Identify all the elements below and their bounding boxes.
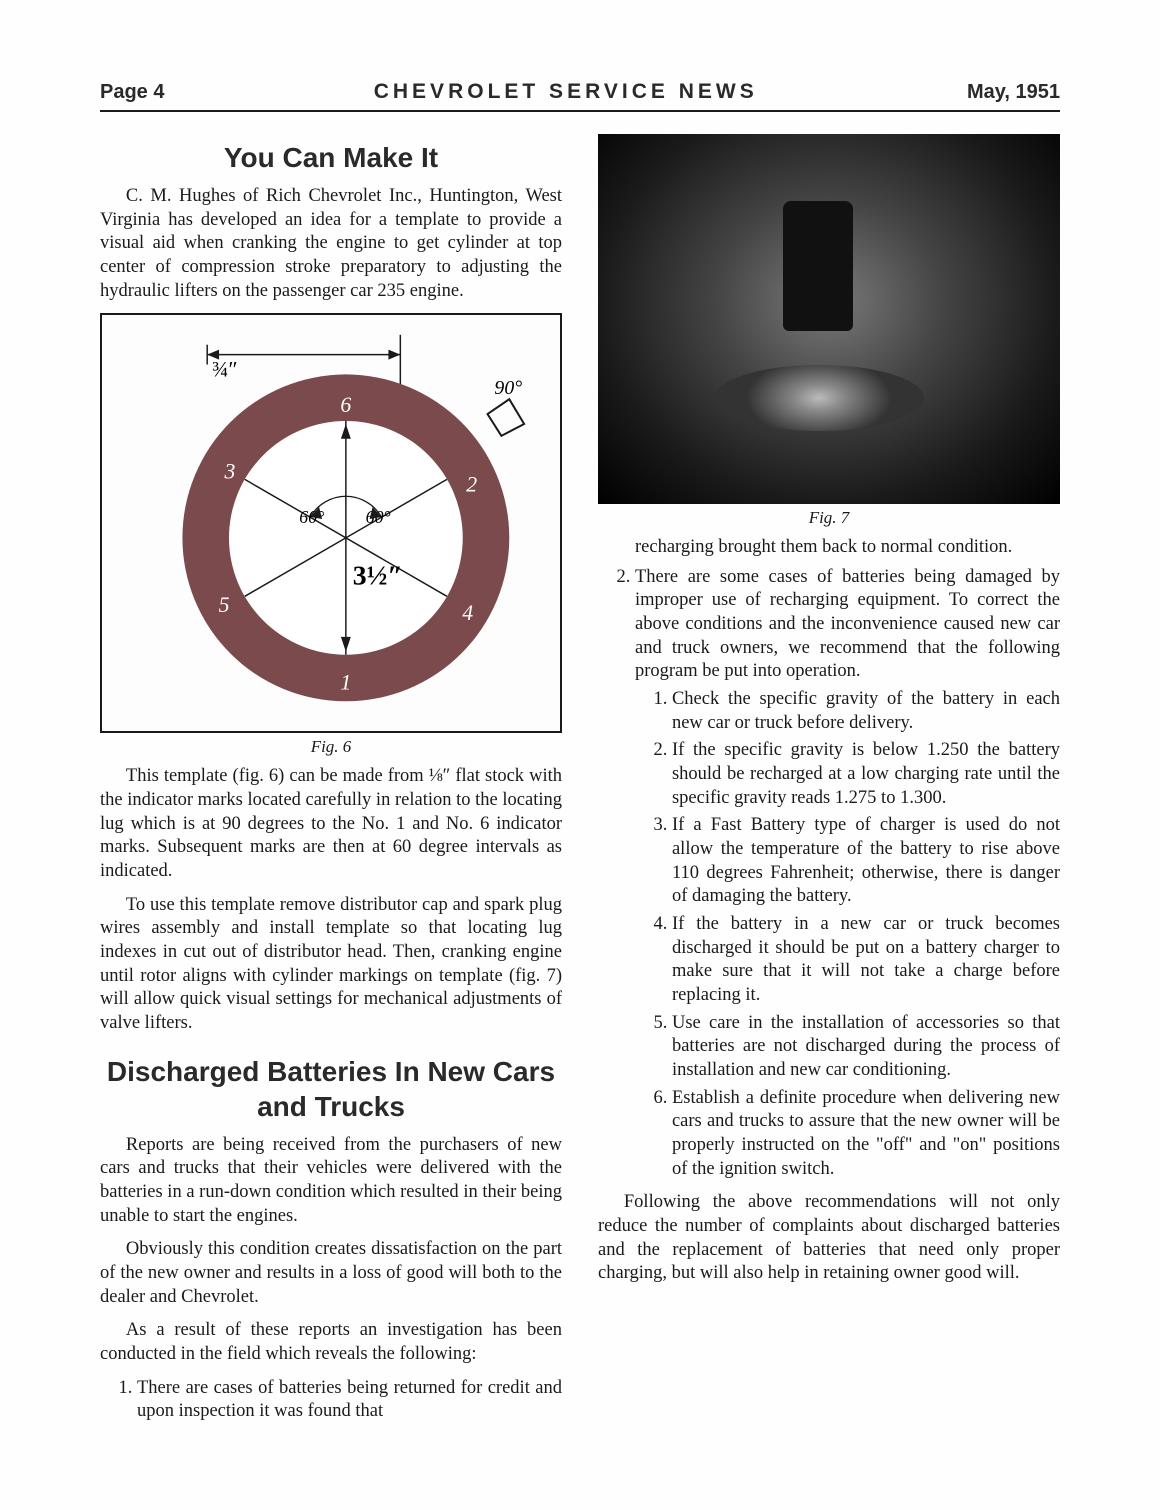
finding-1: There are cases of batteries being retur…	[137, 1377, 562, 1424]
article1-p3: To use this template remove distributor …	[100, 894, 562, 1036]
article1-title: You Can Make It	[100, 140, 562, 175]
article1-p1: C. M. Hughes of Rich Chevrolet Inc., Hun…	[100, 185, 562, 303]
rec-3: If a Fast Battery type of charger is use…	[672, 814, 1060, 909]
figure-6-caption: Fig. 6	[100, 737, 562, 757]
article2-p1: Reports are being received from the purc…	[100, 1134, 562, 1229]
page-number: Page 4	[100, 81, 164, 104]
publication-title: CHEVROLET SERVICE NEWS	[374, 80, 758, 104]
rec-2: If the specific gravity is below 1.250 t…	[672, 739, 1060, 810]
fig6-num-1: 1	[340, 671, 351, 695]
left-column: You Can Make It C. M. Hughes of Rich Che…	[100, 132, 562, 1430]
issue-date: May, 1951	[967, 81, 1060, 104]
finding-1-continuation: recharging brought them back to normal c…	[635, 536, 1060, 560]
rec-1: Check the specific gravity of the batter…	[672, 688, 1060, 735]
article2-p3: As a result of these reports an investig…	[100, 1319, 562, 1366]
figure-7-photo	[598, 134, 1060, 504]
fig6-dim-top: ¾″	[212, 358, 237, 382]
finding-2: There are some cases of batteries being …	[635, 566, 1060, 1182]
fig6-num-3: 3	[224, 460, 236, 484]
figure-7-caption: Fig. 7	[598, 508, 1060, 528]
fig6-num-6: 6	[340, 393, 351, 417]
recommendations-list: Check the specific gravity of the batter…	[661, 688, 1060, 1181]
fig6-num-5: 5	[219, 594, 230, 618]
article1-p2: This template (fig. 6) can be made from …	[100, 765, 562, 883]
rec-6: Establish a definite procedure when deli…	[672, 1087, 1060, 1182]
figure-6: ¾″ 90° 60° 60°	[100, 313, 562, 733]
figure-6-diagram: ¾″ 90° 60° 60°	[102, 315, 560, 731]
fig6-num-4: 4	[462, 601, 473, 625]
finding-2-text: There are some cases of batteries being …	[635, 567, 1060, 682]
fig6-num-2: 2	[466, 473, 477, 497]
two-column-layout: You Can Make It C. M. Hughes of Rich Che…	[100, 132, 1060, 1430]
fig6-lug-angle: 90°	[494, 378, 522, 400]
fig6-radius-label: 3½″	[353, 560, 403, 591]
page-header: Page 4 CHEVROLET SERVICE NEWS May, 1951	[100, 80, 1060, 112]
article2-title: Discharged Batteries In New Cars and Tru…	[100, 1054, 562, 1124]
article2-p2: Obviously this condition creates dissati…	[100, 1238, 562, 1309]
findings-list-start: There are cases of batteries being retur…	[122, 1377, 562, 1424]
findings-list-cont: There are some cases of batteries being …	[620, 566, 1060, 1182]
rec-4: If the battery in a new car or truck bec…	[672, 913, 1060, 1008]
right-column: Fig. 7 recharging brought them back to n…	[598, 132, 1060, 1430]
rec-5: Use care in the installation of accessor…	[672, 1012, 1060, 1083]
article2-closing: Following the above recommendations will…	[598, 1191, 1060, 1286]
